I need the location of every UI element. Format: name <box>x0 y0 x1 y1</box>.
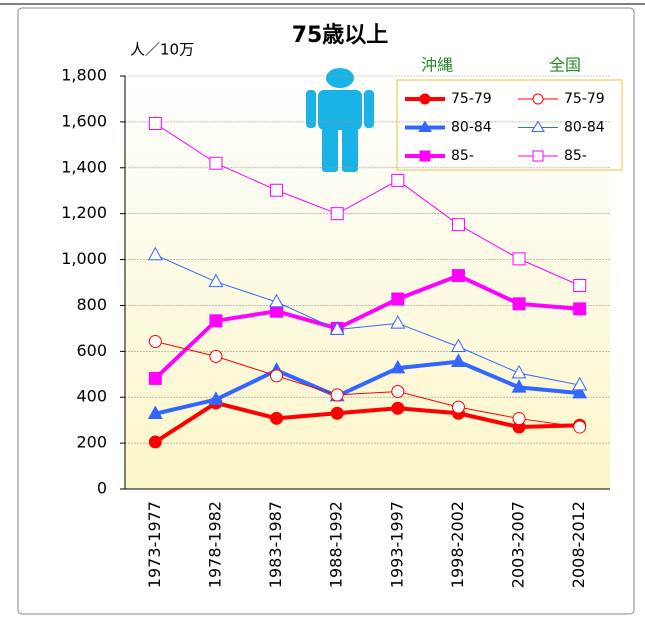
legend-marker <box>418 120 432 132</box>
y-tick-label: 600 <box>76 341 107 360</box>
legend-marker <box>532 150 544 162</box>
marker <box>511 379 527 393</box>
marker <box>330 406 344 420</box>
y-tick-label: 1,600 <box>61 111 107 130</box>
marker <box>269 293 285 308</box>
x-tick-label: 1983-1987 <box>266 501 285 588</box>
series-line <box>153 273 580 380</box>
series <box>148 269 587 385</box>
marker <box>270 183 284 197</box>
marker <box>451 400 465 414</box>
marker <box>209 314 223 328</box>
marker <box>450 353 466 367</box>
x-tick-label: 2003-2007 <box>509 501 528 588</box>
series <box>148 334 587 434</box>
y-tick-label: 1,400 <box>61 157 107 176</box>
y-tick-label: 1,800 <box>61 66 107 85</box>
marker <box>148 116 162 130</box>
marker <box>573 302 587 316</box>
y-axis-unit: 人／10万 <box>130 41 194 59</box>
marker <box>270 411 284 425</box>
legend-marker <box>419 93 431 105</box>
series-line <box>154 400 580 444</box>
marker <box>329 321 345 335</box>
x-tick-label: 1973-1977 <box>145 501 164 588</box>
marker <box>209 349 223 363</box>
x-tick-label: 1988-1992 <box>327 501 346 588</box>
marker <box>572 384 588 399</box>
series-line <box>155 340 580 428</box>
marker <box>512 297 526 311</box>
marker <box>147 405 163 420</box>
legend-marker <box>419 150 431 162</box>
series-line <box>155 123 580 286</box>
marker <box>450 338 466 353</box>
y-tick-label: 0 <box>97 479 107 498</box>
marker <box>512 412 526 426</box>
marker <box>391 384 405 398</box>
marker <box>391 173 405 187</box>
series <box>147 246 588 391</box>
chart-title: 75歳以上 <box>292 23 389 48</box>
marker <box>209 156 223 170</box>
marker <box>573 278 587 292</box>
x-tick-label: 1978-1982 <box>205 501 224 588</box>
marker <box>390 315 406 329</box>
series-line <box>154 359 580 416</box>
legend-marker <box>532 93 544 105</box>
marker <box>208 391 224 405</box>
marker <box>390 359 406 374</box>
marker <box>147 246 163 261</box>
marker <box>573 420 587 434</box>
legend-label: 85- <box>564 148 587 164</box>
marker <box>270 369 284 383</box>
legend-label: 75-79 <box>451 91 492 107</box>
legend-group-title: 沖縄 <box>421 56 453 75</box>
marker <box>391 401 405 415</box>
marker <box>511 364 527 379</box>
y-tick-label: 400 <box>76 387 107 406</box>
marker <box>391 292 405 306</box>
marker <box>330 207 344 221</box>
legend-marker <box>531 120 545 132</box>
chart-frame <box>17 7 635 615</box>
legend-label: 80-84 <box>451 120 492 136</box>
marker <box>148 371 162 385</box>
legend-label: 80-84 <box>564 120 605 136</box>
series <box>148 116 587 292</box>
y-tick-label: 200 <box>76 433 107 452</box>
y-tick-label: 1,200 <box>61 203 107 222</box>
marker <box>512 252 526 266</box>
marker <box>148 334 162 348</box>
series-line <box>155 254 580 386</box>
x-tick-label: 1998-2002 <box>448 501 467 588</box>
x-tick-label: 1993-1997 <box>387 501 406 588</box>
marker <box>572 376 588 391</box>
marker <box>330 388 344 402</box>
marker <box>148 435 162 449</box>
y-tick-label: 1,000 <box>61 249 107 268</box>
legend-group-title: 全国 <box>549 56 581 75</box>
marker <box>451 269 465 283</box>
y-tick-label: 800 <box>76 295 107 314</box>
marker <box>451 218 465 232</box>
x-tick-label: 2008-2012 <box>569 501 588 588</box>
marker <box>208 273 224 288</box>
person-icon <box>306 68 374 172</box>
legend-label: 75-79 <box>564 91 605 107</box>
legend-label: 85- <box>451 148 474 164</box>
